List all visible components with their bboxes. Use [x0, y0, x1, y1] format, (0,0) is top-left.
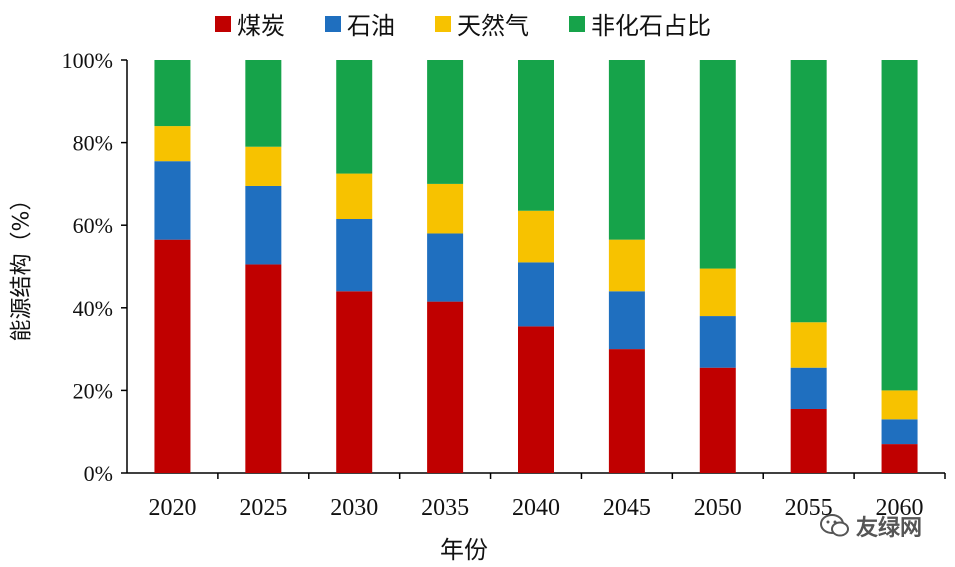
y-tick-label: 60% [73, 213, 113, 238]
legend-swatch-nonfossil [569, 15, 585, 32]
x-tick-label: 2020 [148, 495, 196, 521]
legend-label-gas: 天然气 [457, 12, 529, 40]
bar-segment [336, 291, 373, 473]
y-axis-title: 能源结构（%） [2, 160, 36, 370]
bar-segment [881, 390, 918, 420]
bar-segment [608, 291, 645, 350]
legend-swatch-coal [215, 15, 231, 32]
bar-segment [245, 60, 282, 147]
bar-segment [518, 262, 554, 327]
bar-segment [427, 60, 464, 184]
bar-segment [608, 349, 645, 473]
legend-swatch-gas [435, 15, 451, 32]
bar-segment [336, 173, 373, 220]
bar-segment [699, 268, 736, 317]
y-tick-label: 0% [84, 461, 113, 486]
legend-item-oil: 石油 [325, 6, 395, 41]
x-tick-label: 2025 [239, 495, 287, 521]
bar-segment [790, 322, 827, 368]
legend-label-nonfossil: 非化石占比 [591, 12, 711, 40]
bar-segment [881, 444, 918, 473]
legend-item-gas: 天然气 [435, 6, 529, 41]
bar-segment [790, 408, 827, 473]
x-tick-label: 2050 [694, 495, 742, 521]
legend-item-nonfossil: 非化石占比 [569, 6, 711, 41]
bar-segment [881, 419, 918, 445]
y-axis-title-text: 能源结构（%） [9, 188, 34, 342]
bar-segment [154, 161, 191, 240]
bar-segment [245, 264, 282, 473]
bar-segment [336, 219, 373, 292]
watermark-text: 友绿网 [856, 516, 923, 541]
bar-segment [699, 316, 736, 368]
y-tick-label: 20% [73, 378, 113, 403]
legend: 煤炭 石油 天然气 非化石占比 [215, 6, 711, 41]
bar-segment [518, 210, 554, 263]
bar-segment [154, 239, 191, 473]
watermark: 友绿网 [820, 510, 922, 542]
bar-segment [245, 146, 282, 186]
bar-segment [790, 367, 827, 409]
x-tick-label: 2035 [421, 495, 469, 521]
bar-segment [881, 60, 918, 391]
x-tick-label: 2030 [330, 495, 378, 521]
legend-label-oil: 石油 [347, 12, 395, 40]
bar-segment [608, 239, 645, 292]
bar-segment [154, 60, 191, 127]
bar-segment [699, 367, 736, 473]
legend-item-coal: 煤炭 [215, 6, 285, 41]
x-tick-label: 2060 [876, 495, 924, 521]
x-tick-label: 2040 [512, 495, 560, 521]
bar-segment [427, 233, 464, 302]
bar-segment [427, 183, 464, 234]
y-tick-label: 40% [73, 296, 113, 321]
bar-segment [336, 60, 373, 174]
bar-segment [427, 301, 464, 473]
bar-segment [154, 126, 191, 162]
x-axis-title: 年份 [440, 536, 488, 564]
y-tick-label: 100% [62, 48, 113, 73]
legend-label-coal: 煤炭 [237, 12, 285, 40]
bar-segment [790, 60, 827, 323]
legend-swatch-oil [325, 15, 341, 32]
wechat-icon [820, 514, 849, 537]
y-tick-label: 80% [73, 131, 113, 156]
bar-segment [699, 60, 736, 269]
bar-segment [518, 326, 554, 473]
bar-segment [245, 185, 282, 265]
bar-segment [608, 60, 645, 240]
x-tick-label: 2045 [603, 495, 651, 521]
bar-segment [518, 60, 554, 211]
